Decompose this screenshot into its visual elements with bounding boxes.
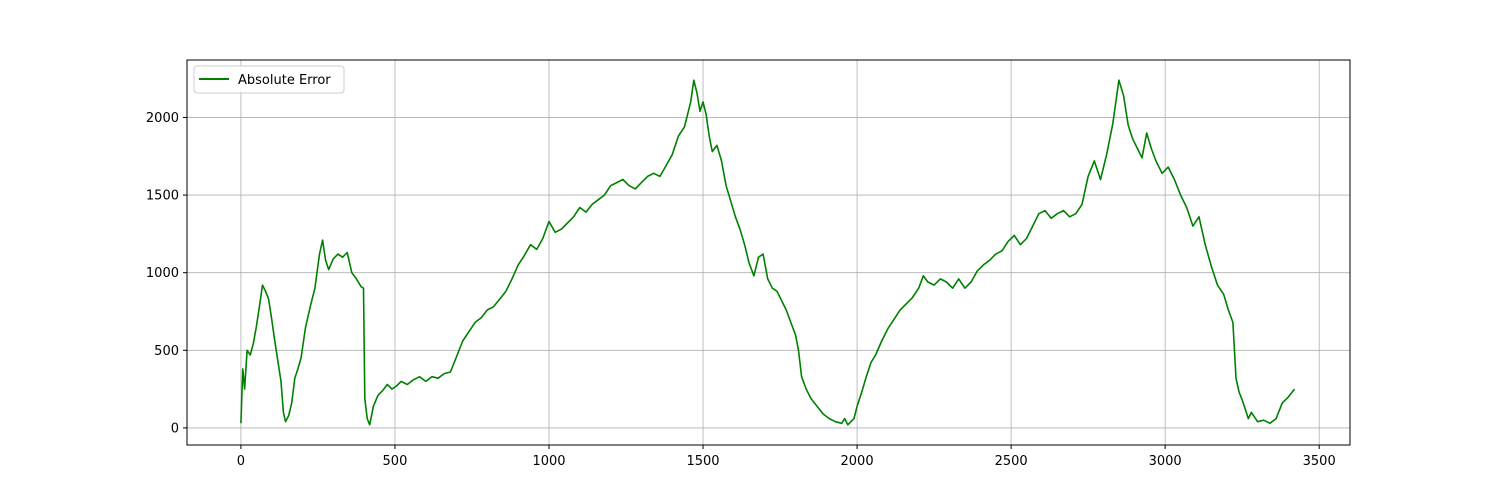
- x-tick-label: 3500: [1303, 454, 1336, 469]
- series-layer: [240, 79, 1296, 426]
- y-tick-label: 2000: [146, 111, 179, 126]
- y-tick-label: 1500: [146, 189, 179, 204]
- x-tick-label: 0: [237, 454, 245, 469]
- x-tick-label: 500: [383, 454, 408, 469]
- x-tick-label: 1000: [532, 454, 565, 469]
- y-tick-label: 500: [154, 344, 179, 359]
- y-tick-label: 1000: [146, 266, 179, 281]
- x-tick-label: 3000: [1149, 454, 1182, 469]
- legend-box: [193, 65, 345, 94]
- x-tick-label: 1500: [686, 454, 719, 469]
- legend-label-absolute-error: Absolute Error: [238, 73, 331, 88]
- plot-frame: [186, 59, 1351, 446]
- x-tick-label: 2500: [995, 454, 1028, 469]
- legend: Absolute Error: [193, 65, 345, 94]
- grid-lines: [187, 60, 1350, 445]
- y-axis-ticks: 0 500 1000 1500 2000: [146, 111, 187, 436]
- y-tick-label: 0: [171, 421, 179, 436]
- x-axis-ticks: 0 500 1000 1500 2000 2500 3000 3500: [237, 445, 1336, 469]
- series-line-absolute-error: [240, 79, 1296, 426]
- x-tick-label: 2000: [841, 454, 874, 469]
